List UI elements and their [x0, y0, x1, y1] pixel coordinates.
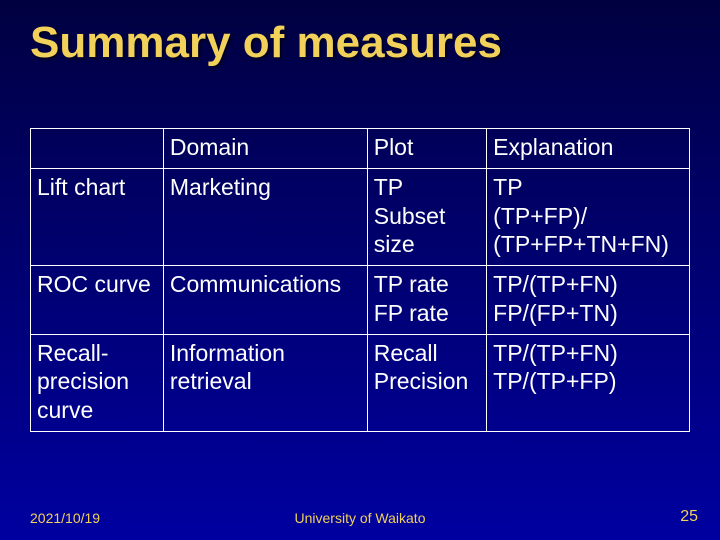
measures-table-wrap: Domain Plot Explanation Lift chart Marke… [30, 128, 690, 432]
slide-title: Summary of measures [30, 18, 502, 68]
header-cell-explanation: Explanation [487, 129, 690, 169]
cell-domain: Information retrieval [163, 334, 367, 431]
cell-explanation: TP(TP+FP)/(TP+FP+TN+FN) [487, 168, 690, 265]
table-row: Recall-precision curve Information retri… [31, 334, 690, 431]
table-header-row: Domain Plot Explanation [31, 129, 690, 169]
cell-measure: Lift chart [31, 168, 164, 265]
header-cell-plot: Plot [367, 129, 486, 169]
header-cell-blank [31, 129, 164, 169]
cell-measure: ROC curve [31, 266, 164, 335]
cell-plot: RecallPrecision [367, 334, 486, 431]
measures-table: Domain Plot Explanation Lift chart Marke… [30, 128, 690, 432]
cell-plot: TP rateFP rate [367, 266, 486, 335]
cell-plot: TPSubset size [367, 168, 486, 265]
table-row: Lift chart Marketing TPSubset size TP(TP… [31, 168, 690, 265]
cell-explanation: TP/(TP+FN)TP/(TP+FP) [487, 334, 690, 431]
header-cell-domain: Domain [163, 129, 367, 169]
slide: Summary of measures Domain Plot Explanat… [0, 0, 720, 540]
cell-domain: Communications [163, 266, 367, 335]
table-row: ROC curve Communications TP rateFP rate … [31, 266, 690, 335]
footer-affiliation: University of Waikato [0, 510, 720, 526]
cell-explanation: TP/(TP+FN)FP/(FP+TN) [487, 266, 690, 335]
footer-page-number: 25 [680, 508, 698, 526]
cell-measure: Recall-precision curve [31, 334, 164, 431]
cell-domain: Marketing [163, 168, 367, 265]
